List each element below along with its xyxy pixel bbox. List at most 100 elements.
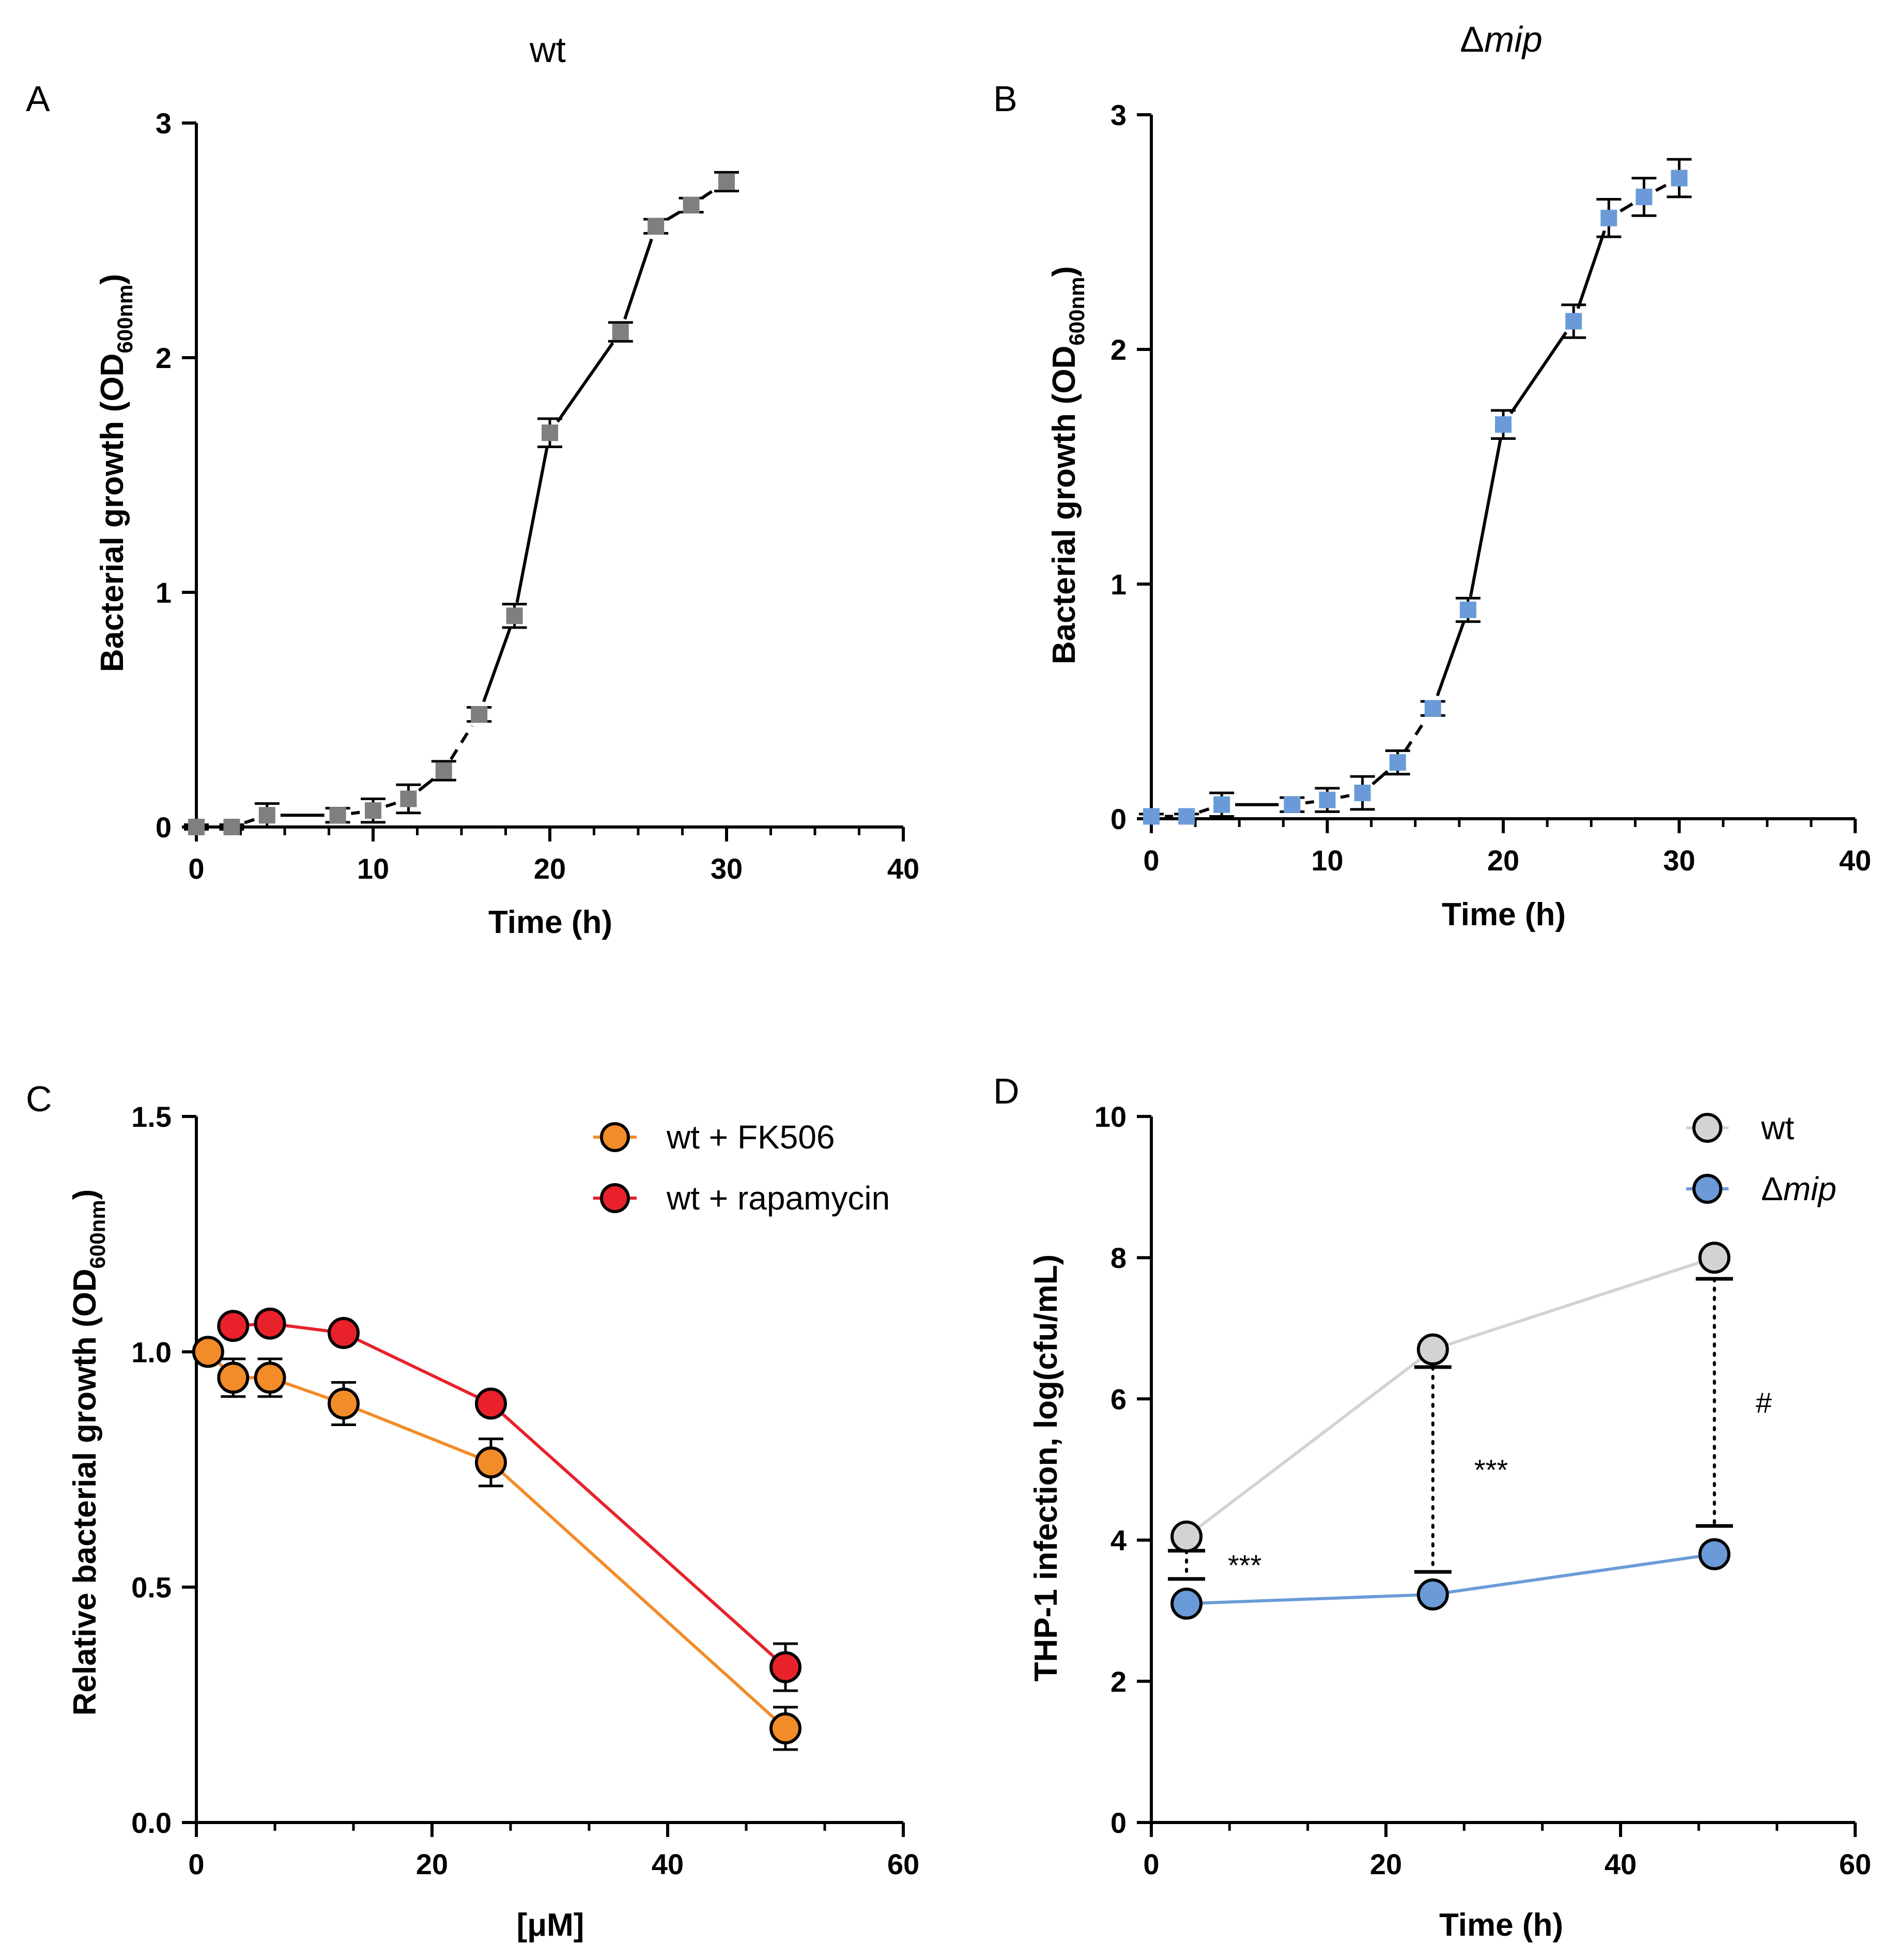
data-point	[718, 173, 735, 190]
data-point	[400, 790, 417, 807]
data-point	[254, 1307, 286, 1340]
y-tick-label: 2	[1111, 1665, 1127, 1698]
panel-b-ylabel: Bacterial growth (OD600nm)	[1046, 266, 1089, 664]
panel-c-ylabel: Relative bacterial growth (OD600nm)	[67, 1189, 110, 1716]
y-tick-label: 6	[1111, 1383, 1127, 1415]
y-tick-label: 1.5	[131, 1100, 172, 1133]
data-point	[475, 1387, 507, 1420]
x-tick-label: 0	[1143, 844, 1159, 877]
series-line-segment	[701, 188, 716, 200]
panel-a-ylabel: Bacterial growth (OD600nm)	[95, 274, 137, 672]
series-line-segment	[482, 627, 512, 702]
x-tick-label: 60	[887, 1848, 919, 1880]
series-line-segment	[1436, 622, 1465, 697]
x-tick-label: 60	[1839, 1848, 1871, 1880]
series-line-segment	[1186, 1592, 1433, 1605]
series-line-segment	[1404, 718, 1427, 752]
series-line-segment	[1469, 437, 1503, 597]
series-line-segment	[385, 801, 396, 808]
significance-label: ***	[1474, 1453, 1508, 1486]
x-tick-label: 20	[416, 1848, 448, 1880]
data-point	[1698, 1242, 1731, 1274]
data-point	[647, 218, 665, 235]
panel-a-plot	[184, 171, 739, 835]
series-line-segment	[450, 725, 473, 760]
legend-label-dmip: Δmip	[1761, 1170, 1837, 1207]
series-line-segment	[350, 810, 360, 815]
panel-b-plot	[1139, 158, 1692, 825]
series-line-segment	[1576, 230, 1606, 309]
legend-marker-fk506	[600, 1122, 630, 1152]
data-point	[1319, 791, 1336, 808]
panel-d-legend: wt Δmip	[1686, 1109, 1837, 1207]
significance-label: ***	[1228, 1549, 1261, 1581]
x-tick-label: 20	[1370, 1848, 1402, 1880]
data-point	[1698, 1538, 1731, 1570]
panel-b-axes: 0 10 20 30 40 0 1 2 3	[1111, 99, 1871, 877]
panel-a-axes: 0 10 20 30 40 0 1 2 3	[156, 107, 919, 885]
data-point	[1424, 700, 1441, 717]
series-line-segment	[343, 1331, 492, 1405]
panel-b-xlabel: Time (h)	[1442, 897, 1566, 932]
data-point	[1636, 188, 1653, 205]
x-tick-label: 40	[652, 1848, 684, 1880]
series-line-segment	[244, 818, 255, 824]
data-point	[542, 424, 558, 441]
series-line-segment	[1655, 183, 1668, 192]
data-point	[1459, 601, 1476, 618]
x-tick-label: 10	[357, 852, 389, 885]
data-point	[328, 1316, 360, 1349]
panel-c: C Relative bacterial growth (OD600nm) [μ…	[26, 1079, 919, 1943]
data-point	[435, 762, 452, 779]
y-tick-label: 0	[156, 811, 172, 844]
series-line-segment	[1432, 1552, 1715, 1596]
x-tick-label: 30	[711, 852, 743, 885]
series-line-segment	[489, 1461, 787, 1730]
y-tick-label: 4	[1111, 1524, 1127, 1557]
x-tick-label: 20	[534, 852, 566, 885]
series-line-segment	[556, 342, 614, 423]
data-point	[1565, 313, 1582, 330]
x-tick-label: 0	[188, 852, 204, 885]
panel-d: D THP-1 infection, log(cfu/mL) Time (h) …	[993, 1071, 1871, 1943]
series-line-segment	[623, 238, 653, 320]
series-line-segment	[1509, 331, 1568, 415]
series-line-segment	[666, 210, 681, 221]
data-point	[192, 1336, 224, 1368]
panel-a-title: wt	[529, 29, 566, 70]
series-line-segment	[1185, 1348, 1434, 1538]
data-point	[217, 1361, 250, 1394]
x-tick-label: 40	[1605, 1848, 1637, 1880]
data-point	[188, 819, 205, 835]
series-line-segment	[418, 777, 435, 792]
data-point	[1284, 796, 1301, 813]
panel-d-axes: 0 20 40 60 0 2 4 6 8 10	[1094, 1100, 1871, 1880]
y-tick-label: 3	[156, 107, 172, 140]
y-tick-label: 0	[1111, 1806, 1127, 1839]
data-point	[506, 607, 523, 624]
panel-letter-c: C	[26, 1079, 52, 1119]
data-point	[475, 1446, 507, 1479]
panel-letter-a: A	[26, 79, 50, 119]
data-point	[217, 1310, 250, 1342]
legend-marker-dmip	[1692, 1174, 1722, 1204]
data-point	[612, 324, 629, 341]
panel-c-xlabel: [μM]	[517, 1907, 584, 1943]
data-point	[1178, 808, 1195, 825]
panel-d-annotations: *** *** #	[1168, 1277, 1772, 1581]
series-line-segment	[489, 1402, 787, 1668]
significance-label: #	[1756, 1386, 1772, 1419]
panel-d-plot	[1170, 1242, 1731, 1620]
panel-b-title: Δmip	[1460, 19, 1543, 59]
data-point	[1671, 170, 1688, 187]
y-tick-label: 1	[156, 576, 172, 609]
series-line-segment	[1371, 770, 1389, 786]
legend-marker-wt	[1692, 1113, 1722, 1143]
panel-d-xlabel: Time (h)	[1439, 1907, 1563, 1943]
panel-c-axes: 0 20 40 60 0.0 0.5 1.0 1.5	[131, 1100, 919, 1880]
series-line-segment	[1432, 1256, 1715, 1351]
panel-d-ylabel: THP-1 infection, log(cfu/mL)	[1028, 1254, 1064, 1682]
panel-b: B Δmip Bacterial growth (OD600nm) Time (…	[993, 19, 1871, 932]
data-point	[1416, 1578, 1449, 1611]
